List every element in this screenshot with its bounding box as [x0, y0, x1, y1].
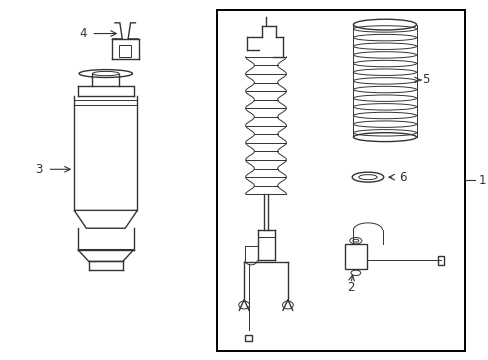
Text: 5: 5 — [421, 73, 428, 86]
Text: 3: 3 — [35, 163, 42, 176]
Text: 4: 4 — [79, 27, 86, 40]
Text: 6: 6 — [399, 171, 406, 184]
Text: 1: 1 — [477, 174, 485, 186]
Text: 2: 2 — [346, 282, 354, 294]
